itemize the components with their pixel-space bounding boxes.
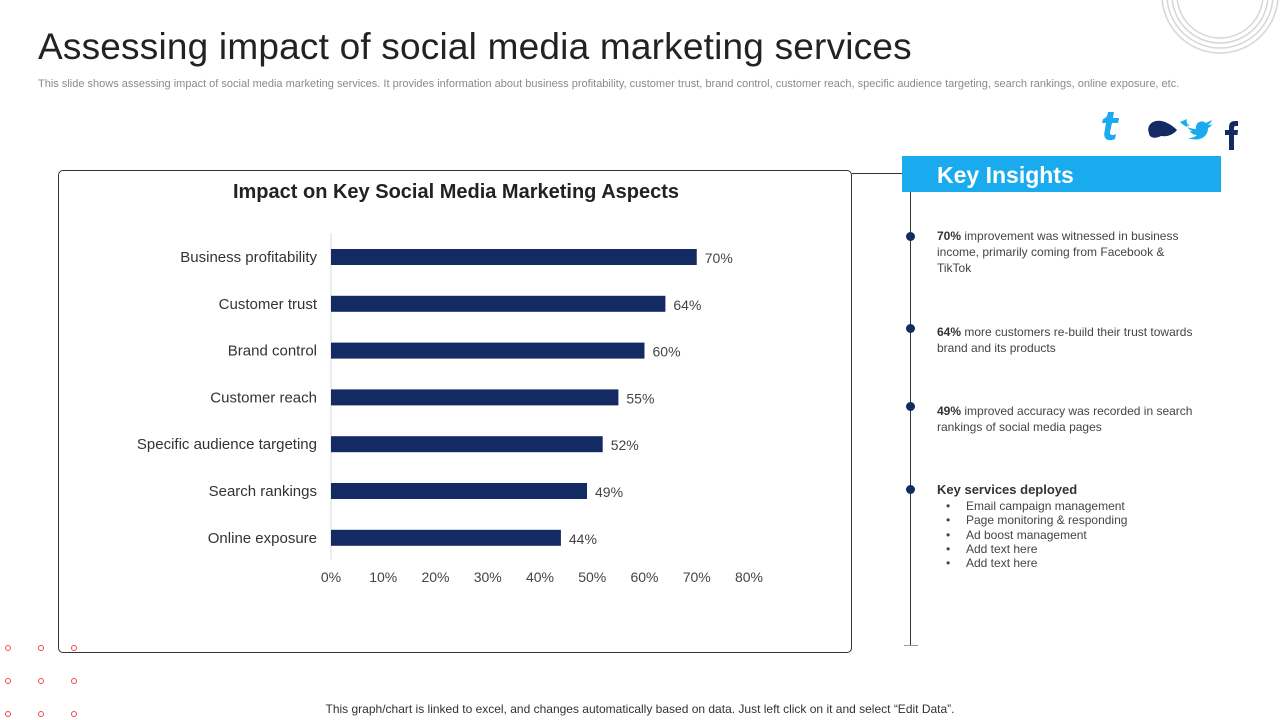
service-item: Page monitoring & responding xyxy=(946,513,1127,528)
category-label: Customer trust xyxy=(219,296,318,313)
service-item: Ad boost management xyxy=(946,528,1127,543)
category-label: Customer reach xyxy=(210,389,317,406)
bar xyxy=(331,483,588,499)
data-label: 60% xyxy=(653,344,681,360)
insight-value: 49% xyxy=(937,404,962,418)
insight-item: 49% improved accuracy was recorded in se… xyxy=(937,403,1197,435)
key-insights-header: Key Insights xyxy=(902,156,1221,192)
insight-text: improved accuracy was recorded in search… xyxy=(937,404,1193,434)
timeline-dot xyxy=(906,324,915,333)
bar xyxy=(331,389,619,406)
insight-value: 64% xyxy=(937,325,962,339)
service-item: Email campaign management xyxy=(946,499,1127,514)
data-label: 44% xyxy=(569,531,597,547)
footnote: This graph/chart is linked to excel, and… xyxy=(325,702,955,716)
insight-value: 70% xyxy=(937,229,962,243)
x-tick-label: 40% xyxy=(526,569,554,585)
bar xyxy=(331,342,645,359)
insight-item: 70% improvement was witnessed in busines… xyxy=(937,228,1197,276)
category-label: Brand control xyxy=(228,343,317,360)
data-label: 52% xyxy=(611,437,639,453)
x-tick-label: 10% xyxy=(369,569,397,585)
decorative-dots xyxy=(5,645,77,717)
data-label: 64% xyxy=(673,297,701,313)
category-label: Specific audience targeting xyxy=(137,436,317,453)
service-item: Add text here xyxy=(946,556,1127,571)
skype-icon xyxy=(1148,120,1177,138)
page-subtitle: This slide shows assessing impact of soc… xyxy=(38,78,1180,90)
social-icons xyxy=(1102,112,1238,150)
service-item: Add text here xyxy=(946,542,1127,557)
services-title: Key services deployed xyxy=(937,482,1078,497)
bar xyxy=(331,529,561,546)
x-tick-label: 20% xyxy=(421,569,449,585)
x-tick-label: 50% xyxy=(578,569,606,585)
data-label: 55% xyxy=(626,390,654,406)
data-label: 49% xyxy=(595,484,623,500)
twitter-icon xyxy=(1180,119,1213,140)
bar xyxy=(331,295,666,312)
insight-item: 64% more customers re-build their trust … xyxy=(937,324,1197,356)
timeline-dot xyxy=(906,232,915,241)
bar-chart: Impact on Key Social Media Marketing Asp… xyxy=(137,181,763,585)
timeline-end xyxy=(904,645,918,646)
tumblr-icon xyxy=(1102,112,1119,141)
category-label: Online exposure xyxy=(208,530,317,547)
bar xyxy=(331,436,603,453)
data-label: 70% xyxy=(705,250,733,266)
chart-title: Impact on Key Social Media Marketing Asp… xyxy=(233,181,679,203)
timeline-dot xyxy=(906,402,915,411)
services-list: Email campaign management Page monitorin… xyxy=(946,499,1127,571)
page-title: Assessing impact of social media marketi… xyxy=(38,26,912,67)
bar xyxy=(331,249,697,265)
x-tick-label: 0% xyxy=(321,569,341,585)
decorative-rings xyxy=(1161,0,1279,54)
insight-text: improvement was witnessed in business in… xyxy=(937,229,1179,275)
x-tick-label: 80% xyxy=(735,569,763,585)
x-tick-label: 70% xyxy=(683,569,711,585)
facebook-icon xyxy=(1225,121,1238,150)
timeline-dot xyxy=(906,485,915,494)
insight-text: more customers re-build their trust towa… xyxy=(937,325,1193,355)
category-label: Search rankings xyxy=(209,483,317,500)
x-tick-label: 60% xyxy=(630,569,658,585)
x-tick-label: 30% xyxy=(474,569,502,585)
connector-line xyxy=(852,173,910,174)
category-label: Business profitability xyxy=(180,249,317,266)
chart-panel: Impact on Key Social Media Marketing Asp… xyxy=(58,170,852,653)
